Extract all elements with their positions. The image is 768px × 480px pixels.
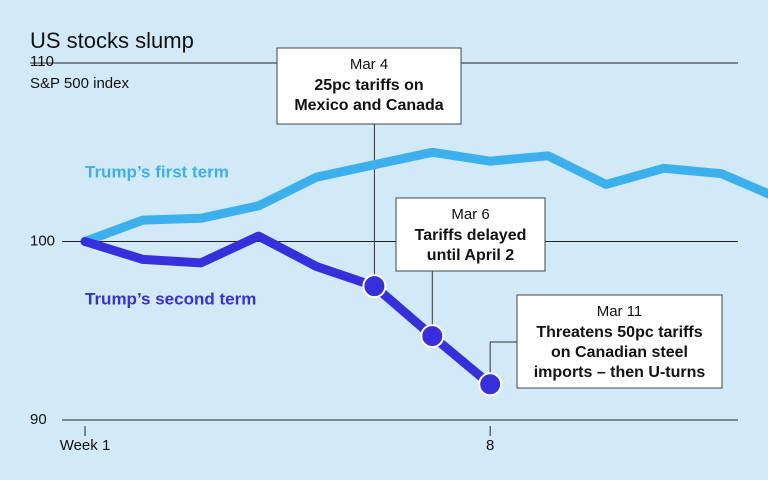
y-tick-label: 100 [30,232,55,249]
annotation-box [516,294,723,389]
chart-title: US stocks slump [30,28,194,53]
annotation-text: until April 2 [427,247,515,264]
annotation-text: on Canadian steel [551,344,688,361]
series-line [80,147,768,246]
series-label: Trump’s second term [85,289,256,308]
annotation-text: Mexico and Canada [294,97,443,114]
annotation-text: imports – then U-turns [534,364,706,381]
annotation-date: Mar 11 [597,303,643,320]
annotation-date: Mar 6 [451,206,489,223]
y-tick-label: 90 [30,411,47,428]
annotation-text: Tariffs delayed [415,227,527,244]
event-marker [420,324,445,349]
x-tick-label: 8 [486,437,494,454]
chart-subtitle: S&P 500 index [30,75,129,92]
series-label: Trump’s first term [85,162,229,181]
y-tick-label: 110 [30,53,54,70]
event-marker [362,274,387,299]
annotation-box [395,197,546,272]
annotation-box [276,47,462,125]
event-marker [478,372,503,397]
x-tick-label: Week 1 [60,437,111,454]
series-line [80,231,495,389]
annotation-text: Threatens 50pc tariffs [536,324,702,341]
annotation-text: 25pc tariffs on [314,77,423,94]
leader-line [489,341,517,385]
annotation-date: Mar 4 [350,56,388,73]
